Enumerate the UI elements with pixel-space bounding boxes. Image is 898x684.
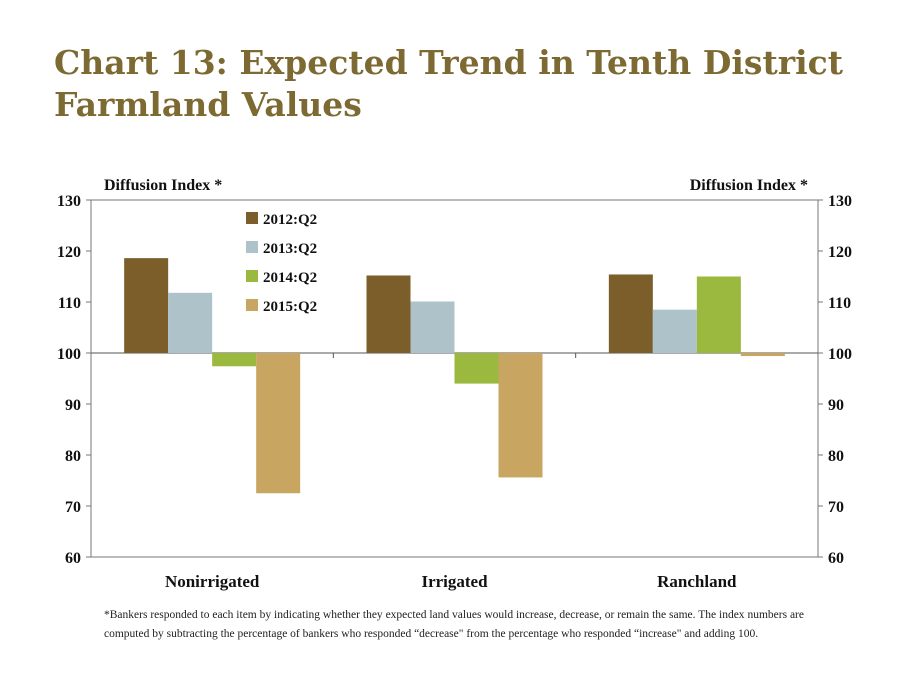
x-tick-label: Ranchland (657, 572, 737, 591)
y-tick-label-right: 80 (828, 448, 844, 465)
legend-swatch (246, 212, 258, 224)
y-tick-label-right: 120 (828, 244, 852, 261)
bar-irrigated-2014q2 (454, 353, 499, 384)
legend-label: 2014:Q2 (263, 270, 317, 286)
bar-ranchland-2015q2 (740, 353, 785, 357)
bar-nonirrigated-2012q2 (124, 258, 169, 353)
y-tick-label-right: 70 (828, 499, 844, 516)
legend-label: 2015:Q2 (263, 299, 317, 315)
legend-label: 2012:Q2 (263, 212, 317, 228)
y-tick-label-left: 100 (57, 346, 81, 363)
y-tick-label-right: 60 (828, 550, 844, 567)
legend-label: 2013:Q2 (263, 241, 317, 257)
y-tick-label-left: 60 (65, 550, 81, 567)
y-tick-label-left: 130 (57, 193, 81, 210)
bar-chart: 60 60 70 70 80 80 90 90 100 100 110 110 120 120 130 130… (57, 177, 852, 591)
y-tick-label-right: 100 (828, 346, 852, 363)
y-tick-label-right: 90 (828, 397, 844, 414)
y-tick-label-left: 120 (57, 244, 81, 261)
y-axis-title-right: Diffusion Index * (690, 177, 808, 194)
footnote: *Bankers responded to each item by indic… (104, 609, 804, 640)
y-tick-label-left: 90 (65, 397, 81, 414)
x-tick-label: Irrigated (421, 572, 488, 591)
plot-frame (90, 199, 819, 558)
chart-title-line2: Farmland Values (54, 85, 362, 124)
chart-title-line1: Chart 13: Expected Trend in Tenth Distri… (54, 43, 843, 82)
legend-swatch (246, 241, 258, 253)
bar-ranchland-2014q2 (696, 276, 741, 353)
y-tick-label-right: 110 (828, 295, 851, 312)
bar-nonirrigated-2015q2 (256, 353, 301, 494)
bar-nonirrigated-2014q2 (212, 353, 257, 367)
bar-ranchland-2013q2 (652, 309, 697, 353)
bar-nonirrigated-2013q2 (168, 292, 213, 353)
x-tick-label: Nonirrigated (165, 572, 260, 591)
bar-ranchland-2012q2 (608, 274, 653, 353)
y-tick-label-right: 130 (828, 193, 852, 210)
bar-irrigated-2013q2 (410, 301, 455, 353)
y-tick-label-left: 70 (65, 499, 81, 516)
y-axis-title-left: Diffusion Index * (104, 177, 222, 194)
bar-irrigated-2015q2 (498, 353, 543, 478)
legend-swatch (246, 299, 258, 311)
chart-title: Chart 13: Expected Trend in Tenth Distri… (54, 42, 874, 126)
legend-swatch (246, 270, 258, 282)
bar-irrigated-2012q2 (366, 275, 411, 353)
y-tick-label-left: 110 (58, 295, 81, 312)
y-tick-label-left: 80 (65, 448, 81, 465)
